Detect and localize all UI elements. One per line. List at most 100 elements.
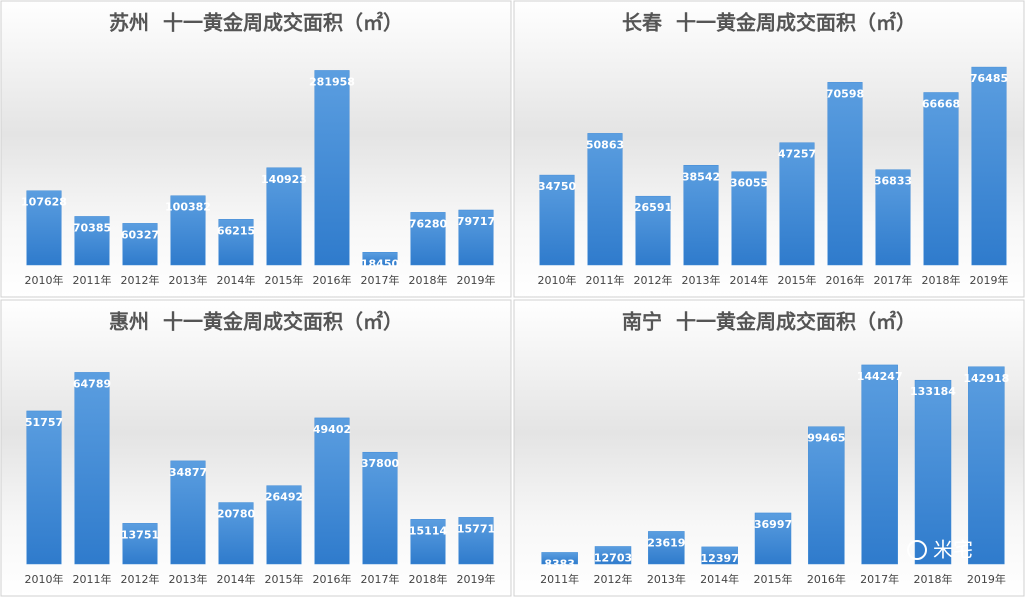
bar [218,219,254,266]
value-label: 34877 [169,466,207,479]
x-tick-label: 2011年 [73,572,112,586]
value-label: 140923 [261,173,307,186]
x-tick-label: 2016年 [313,572,352,586]
value-label: 107628 [21,196,67,209]
x-tick-label: 2017年 [361,572,400,586]
value-label: 34750 [538,180,577,193]
value-label: 64789 [73,377,111,390]
x-tick-label: 2018年 [914,572,953,586]
bar [594,546,632,565]
bar [74,372,110,565]
chart-panel: 南宁 十一黄金周成交面积（㎡） 8383 2011年 12703 2012年 23619 2… [513,299,1025,597]
bar [968,366,1005,565]
x-tick-label: 2017年 [874,273,913,287]
bar [808,426,845,565]
bar [539,174,575,266]
x-tick-label: 2012年 [634,273,673,287]
chart-title: 苏州 十一黄金周成交面积（㎡） [109,11,403,35]
x-tick-label: 2015年 [265,273,304,287]
value-label: 100382 [165,201,211,214]
bar [458,209,494,266]
x-tick-label: 2018年 [409,273,448,287]
bar [170,195,206,266]
bar [26,190,62,266]
value-label: 76280 [409,217,448,230]
bar [266,485,302,565]
value-label: 281958 [309,75,355,88]
x-tick-label: 2015年 [265,572,304,586]
bar [923,92,959,266]
x-tick-label: 2013年 [647,572,686,586]
value-label: 66668 [922,97,960,110]
chart-title: 长春 十一黄金周成交面积（㎡） [622,11,916,35]
bar [731,171,767,266]
chart-panel: 惠州 十一黄金周成交面积（㎡） 51757 2010年 64789 2011年 13751… [0,299,512,597]
bar [861,364,898,565]
bar [410,212,446,266]
x-tick-label: 2016年 [807,572,846,586]
x-tick-label: 2013年 [169,572,208,586]
value-label: 36055 [730,177,768,190]
bar [170,460,206,565]
x-tick-label: 2011年 [540,572,579,586]
value-label: 36833 [874,175,912,188]
x-tick-label: 2015年 [778,273,817,287]
x-tick-label: 2010年 [25,572,64,586]
bar [122,523,158,565]
bar [648,531,685,565]
value-label: 38542 [682,170,720,183]
value-label: 12397 [701,552,739,565]
x-tick-label: 2014年 [730,273,769,287]
watermark: 米宅 [933,538,973,562]
bar [701,546,738,565]
value-label: 50863 [586,138,624,151]
x-tick-label: 2013年 [682,273,721,287]
bar [683,165,719,266]
value-label: 15114 [409,524,448,537]
x-tick-label: 2019年 [967,572,1006,586]
bar [26,410,62,565]
value-label: 99465 [807,432,845,445]
x-tick-label: 2013年 [169,273,208,287]
value-label: 66215 [217,224,255,237]
bar [914,379,952,565]
x-tick-label: 2014年 [217,572,256,586]
x-tick-label: 2014年 [700,572,739,586]
value-label: 144247 [857,370,903,383]
value-label: 70598 [826,87,864,100]
bar [779,142,815,266]
x-tick-label: 2012年 [594,572,633,586]
x-tick-label: 2019年 [970,273,1009,287]
value-label: 51757 [25,416,63,429]
bar [827,82,863,266]
bar [541,552,578,565]
x-tick-label: 2012年 [121,273,160,287]
chart-title: 惠州 十一黄金周成交面积（㎡） [109,310,403,334]
value-label: 47257 [778,148,816,161]
value-label: 60327 [121,228,159,241]
x-tick-label: 2015年 [754,572,793,586]
bar [314,70,350,266]
value-label: 13751 [121,528,159,541]
bar [458,517,494,565]
value-label: 12703 [594,551,632,564]
chart-panel: 长春 十一黄金周成交面积（㎡） 34750 2010年 50863 2011年 26591… [513,0,1025,298]
x-tick-label: 2011年 [73,273,112,287]
x-tick-label: 2014年 [217,273,256,287]
value-label: 79717 [457,215,495,228]
bar [875,169,911,266]
value-label: 142918 [963,372,1009,385]
value-label: 20780 [217,508,256,521]
x-tick-label: 2018年 [922,273,961,287]
value-label: 18450 [361,257,400,270]
bar [754,512,792,565]
bar [635,195,671,266]
value-label: 26492 [265,491,303,504]
x-tick-label: 2019年 [457,572,496,586]
value-label: 70385 [73,221,111,234]
value-label: 37800 [361,457,400,470]
chart-panel: 苏州 十一黄金周成交面积（㎡） 107628 2010年 70385 2011年 6032… [0,0,512,298]
value-label: 49402 [313,423,351,436]
value-label: 23619 [647,536,685,549]
bar [971,66,1007,266]
